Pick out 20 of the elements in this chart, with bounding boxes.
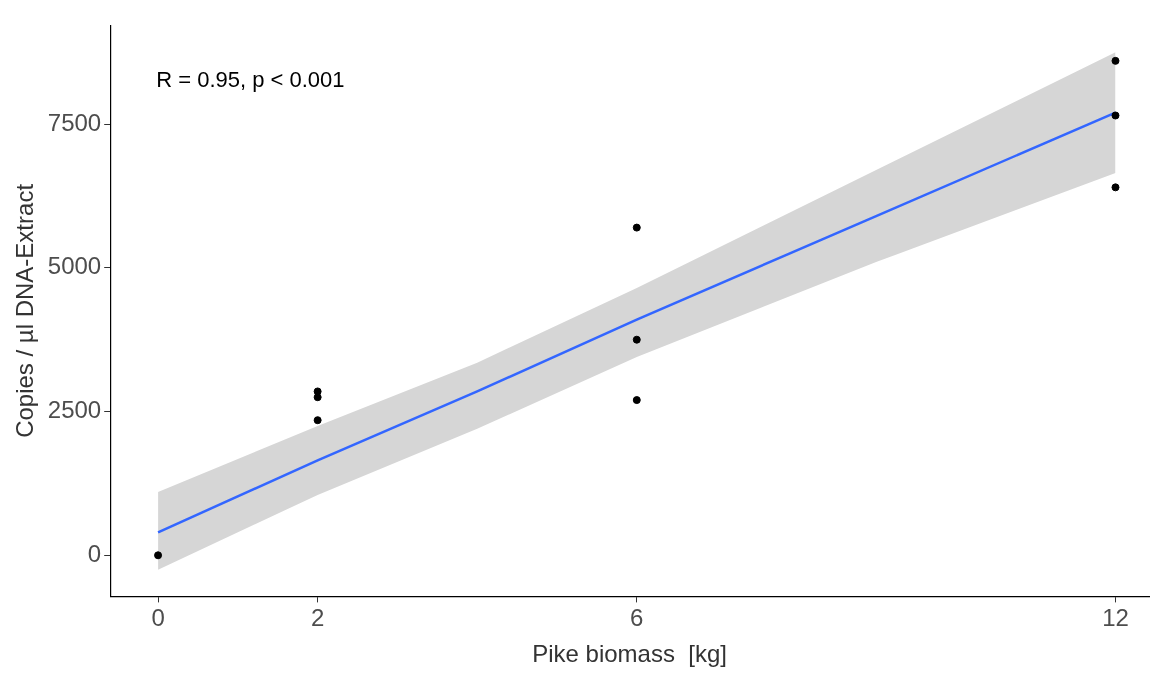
point (154, 551, 163, 560)
annotation: R = 0.95, p < 0.001 (156, 67, 345, 93)
point (313, 393, 322, 402)
point (632, 396, 641, 405)
y-tick-label: 2500 (47, 396, 102, 424)
x-tick-label: 6 (630, 604, 644, 632)
point (632, 223, 641, 232)
point (1111, 111, 1120, 120)
point (632, 335, 641, 344)
y-tick-label: 5000 (47, 252, 102, 280)
x-tick-label: 12 (1102, 604, 1129, 632)
x-tick-label: 2 (310, 604, 325, 632)
x-axis-title: Pike biomass [kg] (532, 640, 727, 668)
point (1111, 56, 1120, 65)
y-axis-title: Copies / µl DNA-Extract (11, 183, 39, 438)
y-tick-label: 7500 (47, 108, 102, 136)
point (313, 416, 322, 425)
y-tick-label: 0 (87, 539, 102, 567)
x-tick-label: 0 (151, 604, 165, 632)
point (1111, 183, 1120, 192)
